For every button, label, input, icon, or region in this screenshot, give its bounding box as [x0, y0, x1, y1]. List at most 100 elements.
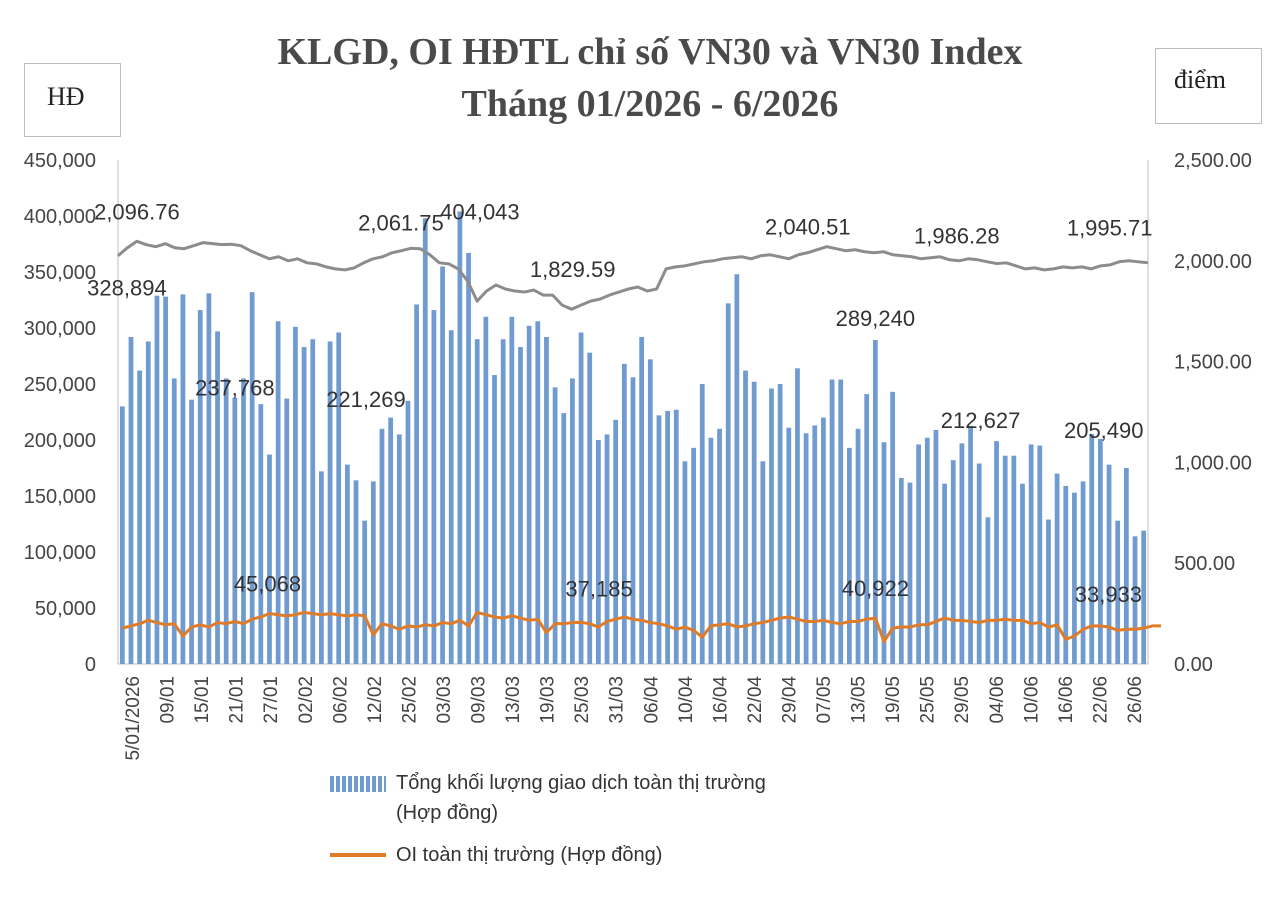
data-label: 2,096.76 [94, 199, 180, 224]
volume-bar [1089, 433, 1095, 664]
legend-label-volume-unit: (Hợp đồng) [396, 802, 499, 824]
x-tick-label: 09/03 [469, 676, 490, 724]
volume-bar [587, 352, 593, 664]
x-tick-label: 13/05 [849, 676, 870, 724]
volume-bar [570, 378, 575, 664]
x-tick-label: 04/06 [987, 676, 1008, 724]
volume-bar [916, 444, 922, 664]
volume-bar [215, 331, 220, 664]
volume-bar [145, 341, 151, 664]
volume-bar [838, 379, 844, 664]
volume-bar [682, 461, 688, 664]
left-axis-unit-box: HĐ [24, 63, 121, 137]
data-label: 2,040.51 [765, 215, 851, 240]
x-tick-label: 21/01 [227, 676, 248, 724]
volume-bar [258, 404, 264, 664]
volume-bar [1132, 536, 1138, 664]
volume-bar [319, 471, 324, 664]
volume-bar [301, 347, 307, 664]
volume-bar [492, 375, 497, 664]
volume-bar [1011, 455, 1017, 664]
volume-bar [751, 381, 757, 664]
volume-bar [976, 463, 982, 664]
x-tick-label: 07/05 [814, 676, 835, 724]
right-tick-label: 2,500.00 [1174, 150, 1252, 172]
volume-bar [509, 316, 515, 664]
volume-bar [500, 339, 506, 664]
x-tick-label: 06/04 [641, 676, 662, 724]
volume-bar [370, 481, 376, 664]
volume-bar [206, 293, 212, 664]
volume-bar [881, 442, 887, 664]
x-tick-label: 13/03 [503, 676, 524, 724]
volume-bar [526, 325, 532, 664]
volume-bar [1046, 519, 1051, 664]
volume-bar [474, 339, 480, 664]
x-tick-label: 19/03 [538, 676, 559, 724]
volume-bar [388, 417, 394, 664]
volume-bar [864, 394, 870, 664]
volume-bar [673, 409, 679, 664]
left-tick-label: 350,000 [24, 262, 96, 284]
left-tick-label: 450,000 [24, 150, 96, 172]
volume-bar [942, 483, 947, 664]
data-label: 1,986.28 [914, 224, 1000, 249]
right-axis-unit: điểm [1174, 65, 1226, 94]
volume-bar [613, 419, 619, 664]
volume-bar [1080, 481, 1086, 664]
volume-bar [924, 437, 930, 664]
volume-bar [639, 336, 645, 664]
right-tick-label: 1,000.00 [1174, 452, 1252, 474]
volume-bar [803, 433, 809, 664]
volume-bar [578, 332, 584, 664]
legend-swatch-volume [330, 776, 386, 792]
volume-bar [561, 413, 567, 664]
volume-bar [994, 441, 999, 664]
x-tick-label: 25/05 [918, 676, 939, 724]
data-label: 237,768 [195, 376, 275, 401]
volume-bar [890, 391, 896, 664]
right-tick-label: 2,000.00 [1174, 251, 1252, 273]
volume-bar [275, 321, 281, 664]
left-tick-label: 0 [85, 654, 96, 676]
volume-bar [137, 370, 143, 664]
x-tick-label: 27/01 [261, 676, 282, 724]
volume-bar [812, 425, 818, 664]
x-tick-label: 25/03 [572, 676, 593, 724]
volume-bar [396, 434, 402, 664]
volume-bar [1002, 455, 1008, 664]
volume-bar [327, 341, 333, 664]
volume-bar [630, 377, 636, 664]
volume-bar [284, 398, 290, 664]
volume-bar [362, 520, 368, 664]
left-tick-label: 400,000 [24, 206, 96, 228]
data-label: 212,627 [941, 408, 1021, 433]
data-label: 37,185 [565, 576, 632, 601]
volume-bar [457, 211, 463, 664]
volume-bar [959, 443, 965, 664]
volume-bar [1123, 468, 1129, 664]
volume-bar [1072, 492, 1077, 664]
x-tick-label: 10/06 [1021, 676, 1042, 724]
volume-bar [431, 310, 437, 664]
volume-bar [699, 384, 705, 664]
volume-bar [795, 368, 800, 664]
volume-bar [171, 378, 177, 664]
volume-bar [466, 252, 471, 664]
x-tick-label: 06/02 [330, 676, 351, 724]
data-label: 221,269 [326, 387, 406, 412]
volume-bar [1054, 473, 1060, 664]
x-tick-label: 03/03 [434, 676, 455, 724]
volume-bar [595, 440, 601, 664]
legend-label-volume: Tổng khối lượng giao dịch toàn thị trườn… [396, 772, 766, 794]
volume-bar [656, 415, 662, 664]
volume-bar [769, 388, 774, 664]
volume-bar [786, 427, 792, 664]
volume-bar [621, 363, 627, 664]
x-tick-label: 29/05 [952, 676, 973, 724]
right-tick-label: 1,500.00 [1174, 352, 1252, 374]
volume-bar [734, 274, 740, 664]
volume-bar [1098, 438, 1103, 664]
volume-bar [163, 296, 168, 664]
left-tick-label: 150,000 [24, 486, 96, 508]
